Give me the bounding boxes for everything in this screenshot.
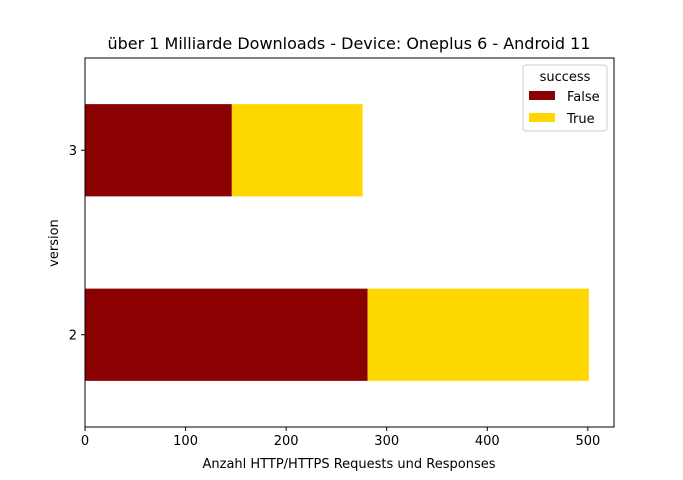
legend-title: success [540, 70, 591, 85]
chart-title: über 1 Milliarde Downloads - Device: One… [107, 34, 590, 53]
bar-2-false [85, 288, 368, 381]
x-tick-label: 0 [81, 434, 89, 449]
x-axis-label: Anzahl HTTP/HTTPS Requests und Responses [203, 457, 496, 472]
legend: success False True [522, 64, 608, 132]
x-tick-label: 500 [575, 434, 600, 449]
x-tick-label: 200 [274, 434, 299, 449]
bars-layer [85, 104, 589, 381]
y-tick-label: 3 [69, 144, 77, 159]
legend-swatch-true [529, 113, 555, 122]
bar-2-true [367, 288, 589, 381]
legend-label-true: True [566, 112, 595, 127]
x-axis: 0 100 200 300 400 500 [81, 427, 600, 449]
legend-swatch-false [529, 91, 555, 100]
bar-3-true [231, 104, 363, 197]
y-axis: 23 [69, 144, 85, 343]
y-tick-label: 2 [69, 328, 77, 343]
plot-frame [84, 57, 615, 428]
y-axis-label: version [47, 219, 62, 267]
legend-label-false: False [567, 90, 600, 105]
x-tick-label: 300 [374, 434, 399, 449]
bar-3-false [85, 104, 232, 197]
x-tick-label: 400 [475, 434, 500, 449]
x-tick-label: 100 [173, 434, 198, 449]
